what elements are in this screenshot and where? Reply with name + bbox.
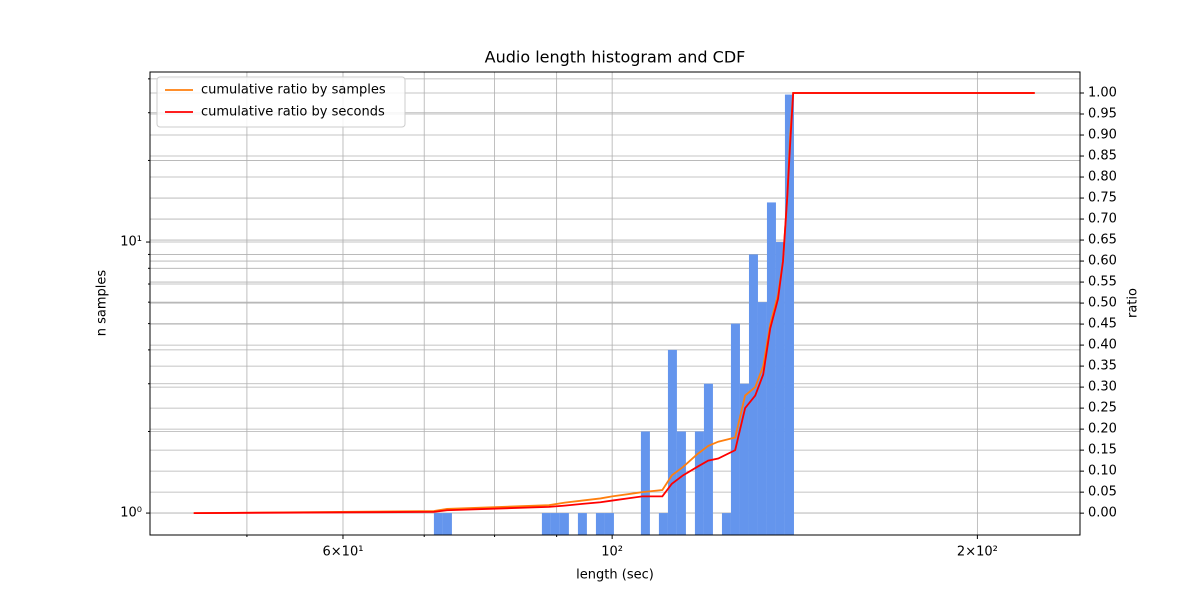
y2-tick-label: 0.05	[1088, 485, 1117, 500]
y2-tick-label: 0.45	[1088, 317, 1117, 332]
bar	[757, 302, 767, 535]
bar	[559, 513, 569, 535]
bar	[739, 383, 749, 535]
y2-tick-label: 0.80	[1088, 170, 1117, 185]
y2-tick-label: 0.90	[1088, 128, 1117, 143]
y-tick-label: 10⁰	[120, 506, 142, 521]
bar	[775, 242, 785, 535]
y2-tick-label: 0.25	[1088, 401, 1117, 416]
x-axis-label: length (sec)	[576, 568, 654, 583]
y2-tick-label: 0.85	[1088, 149, 1117, 164]
y2-tick-label: 0.20	[1088, 422, 1117, 437]
y-axis-label: n samples	[95, 270, 110, 337]
bar	[721, 513, 731, 535]
bar	[703, 383, 713, 535]
cdf-line	[193, 92, 1035, 515]
bar	[658, 513, 668, 535]
y2-tick-label: 0.40	[1088, 338, 1117, 353]
y2-tick-label: 0.65	[1088, 233, 1117, 248]
y-tick-label: 10¹	[120, 235, 142, 250]
bar	[433, 513, 443, 535]
x-tick-label: 2×10²	[957, 545, 998, 560]
legend-box	[156, 76, 406, 128]
y2-tick-label: 0.50	[1088, 296, 1117, 311]
chart-title: Audio length histogram and CDF	[485, 48, 746, 67]
y2-tick-label: 0.55	[1088, 275, 1117, 290]
bar	[541, 513, 551, 535]
bar	[667, 349, 677, 535]
bar	[784, 94, 794, 535]
bar	[730, 323, 740, 535]
y2-tick-label: 0.70	[1088, 212, 1117, 227]
y2-tick-label: 0.75	[1088, 191, 1117, 206]
bar	[694, 431, 704, 535]
x-tick-label: 6×10¹	[323, 545, 364, 560]
plot-frame	[149, 71, 1081, 536]
bar	[676, 431, 686, 535]
legend-label: cumulative ratio by seconds	[201, 105, 385, 120]
bar	[577, 513, 587, 535]
y2-tick-label: 0.35	[1088, 359, 1117, 374]
y2-tick-label: 0.60	[1088, 254, 1117, 269]
y2-tick-label: 0.95	[1088, 107, 1117, 122]
y2-tick-label: 1.00	[1088, 86, 1117, 101]
y2-tick-label: 0.00	[1088, 506, 1117, 521]
y2-tick-label: 0.30	[1088, 380, 1117, 395]
y2-tick-label: 0.15	[1088, 443, 1117, 458]
bar	[550, 513, 560, 535]
bar	[595, 513, 605, 535]
bar	[604, 513, 614, 535]
bar	[748, 254, 758, 535]
y2-tick-label: 0.10	[1088, 464, 1117, 479]
legend-label: cumulative ratio by samples	[201, 83, 386, 98]
y2-axis-label: ratio	[1126, 288, 1141, 318]
bar	[766, 202, 776, 535]
bar	[640, 431, 650, 535]
x-tick-label: 10²	[601, 545, 623, 560]
bar	[442, 513, 452, 535]
